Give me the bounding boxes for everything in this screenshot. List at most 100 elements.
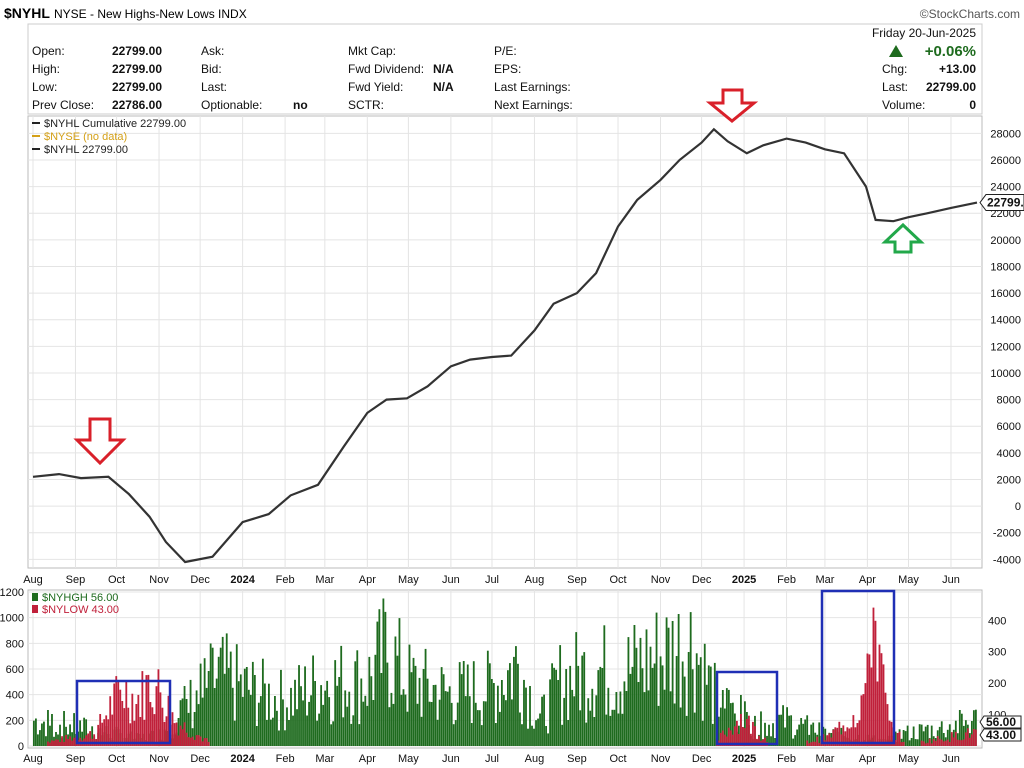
nyhgh-bar (818, 722, 821, 746)
x-tick-label: Oct (108, 753, 125, 765)
nyhgh-bar (83, 717, 86, 746)
nyhgh-bar (85, 719, 88, 746)
nyhgh-bar (366, 705, 369, 746)
nyhgh-bar (539, 713, 541, 746)
nyhgh-bar (81, 731, 84, 746)
legend-swatch (32, 593, 38, 601)
watermark: ©StockCharts.com (920, 7, 1020, 21)
red-down-arrow-icon (705, 88, 759, 123)
nyhgh-bar (599, 666, 602, 746)
nyhgh-bar (211, 647, 214, 746)
nyhgh-bar (185, 699, 188, 746)
nyhgh-bar (685, 715, 688, 746)
last-value-tag-shape (979, 728, 1022, 742)
x-tick-label: Oct (609, 753, 626, 765)
nyhgh-bar (348, 691, 351, 746)
nyhgh-bar (454, 720, 457, 746)
nyhgh-bar (492, 683, 495, 746)
nyhgh-bar (555, 669, 558, 746)
nyhgh-bar (699, 657, 702, 746)
nylow-bar (840, 734, 843, 746)
nylow-bar (129, 723, 132, 746)
right-tick-label: 300 (988, 647, 1006, 659)
left-tick-label: 1200 (0, 587, 24, 599)
nyhgh-bar (744, 701, 746, 746)
nylow-bar (127, 707, 130, 746)
last-value-label: 22799. (987, 196, 1024, 210)
nylow-bar (884, 692, 887, 746)
nyhgh-bar (49, 725, 51, 746)
nylow-bar (73, 737, 75, 746)
nylow-bar (922, 741, 925, 746)
nylow-bar (103, 719, 106, 746)
nyhgh-bar (577, 665, 580, 746)
nyhgh-bar (496, 685, 499, 746)
nyhgh-bar (456, 702, 459, 746)
x-tick-label: Feb (777, 574, 796, 586)
nylow-bar (870, 667, 873, 746)
nyhgh-bar (505, 700, 507, 746)
nylow-bar (59, 742, 61, 746)
quote-panel-border (27, 23, 983, 115)
nyhgh-bar (705, 684, 708, 746)
nylow-bar (191, 736, 194, 746)
x-tick-label: Mar (815, 753, 834, 765)
nyhgh-bar (486, 650, 489, 746)
nylow-bar (744, 728, 746, 746)
nyhgh-bar (374, 654, 377, 746)
nyhgh-bar (354, 661, 357, 746)
right-tick-label: 200 (988, 678, 1006, 690)
nyhgh-bar (55, 732, 57, 746)
nyhgh-bar (657, 705, 660, 746)
nyhgh-bar (653, 663, 656, 746)
nylow-bar (737, 734, 740, 746)
quote-value: +13.00 (939, 62, 976, 76)
nylow-bar (896, 733, 899, 746)
nyhgh-bar (918, 724, 921, 746)
nyhgh-bar (430, 702, 433, 746)
nyhgh-bar (388, 707, 391, 746)
nyhgh-bar (63, 711, 65, 746)
nyhgh-bar (623, 681, 626, 746)
nylow-bar (47, 741, 49, 746)
nylow-bar (111, 714, 114, 746)
quote-label: High: (32, 62, 60, 76)
quote-label: Ask: (201, 44, 224, 58)
nyhgh-bar (804, 719, 807, 746)
nylow-bar (930, 743, 933, 746)
nylow-bar (900, 742, 903, 746)
nylow-bar (890, 721, 893, 746)
nyhgh-bar (782, 705, 784, 746)
nylow-bar (764, 737, 766, 746)
nyhgh-bar (253, 675, 256, 746)
nyhgh-bar (336, 685, 339, 746)
nyhgh-bar (458, 662, 461, 746)
nyhgh-bar (326, 680, 329, 746)
nyhgh-bar (179, 700, 182, 746)
nyhgh-bar (45, 736, 47, 746)
nyhgh-bar (247, 689, 250, 746)
nylow-bar (854, 727, 857, 746)
nyhgh-bar (221, 636, 224, 746)
nyhgh-bar (444, 691, 447, 746)
nylow-bar (171, 712, 174, 746)
nyhgh-bar (768, 724, 770, 746)
nyhgh-bar (346, 706, 349, 746)
nyhgh-bar (320, 685, 323, 746)
nyhgh-bar (306, 715, 308, 746)
nyhgh-bar (386, 662, 389, 746)
nylow-bar (832, 729, 835, 746)
nylow-bar (51, 740, 53, 746)
nylow-bar (729, 730, 732, 746)
legend-entry: $NYLOW 43.00 (42, 604, 119, 616)
nyhgh-bar (235, 644, 238, 746)
x-tick-label: Mar (815, 574, 834, 586)
nyhgh-bar (502, 695, 505, 746)
x-tick-label: Nov (149, 574, 169, 586)
nylow-bar (189, 737, 192, 746)
nylow-bar (940, 739, 943, 746)
nyhgh-bar (396, 655, 399, 746)
nyhgh-bar (340, 645, 343, 746)
nyhgh-bar (470, 723, 473, 746)
